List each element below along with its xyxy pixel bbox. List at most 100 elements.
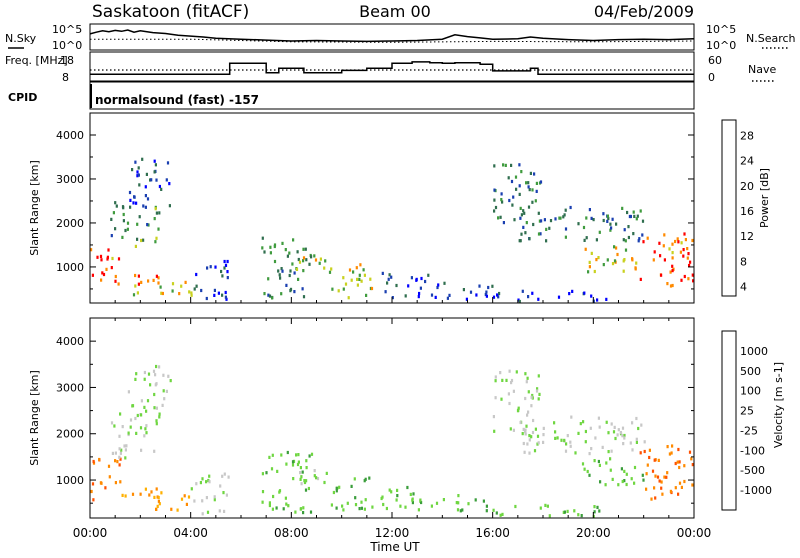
power-echo-cell (487, 285, 490, 290)
power-echo-cell (529, 171, 532, 175)
velocity-echo-cell (641, 473, 644, 477)
velocity-echo-cell (640, 423, 643, 427)
power-echo-cell (571, 289, 574, 293)
velocity-echo-cell (560, 438, 563, 442)
power-echo-cell (663, 233, 666, 237)
power-echo-cell (355, 266, 358, 270)
velocity-echo-cell (661, 492, 664, 496)
power-echo-cell (129, 205, 132, 209)
velocity-echo-cell (467, 502, 470, 506)
velocity-echo-cell (301, 470, 304, 474)
power-echo-cell (129, 198, 132, 202)
power-echo-cell (280, 267, 283, 271)
power-echo-cell (330, 267, 333, 271)
velocity-echo-cell (442, 498, 445, 502)
power-panel-frame (89, 112, 695, 304)
power-echo-cell (545, 227, 548, 231)
power-echo-cell (134, 160, 137, 164)
power-echo-cell (269, 245, 272, 249)
power-echo-cell (496, 293, 499, 297)
velocity-echo-cell (170, 507, 173, 511)
velocity-echo-cell (653, 458, 656, 462)
power-echo-cell (639, 209, 642, 213)
power-echo-cell (140, 238, 143, 243)
power-echo-cell (206, 266, 209, 270)
power-echo-cell (626, 210, 629, 215)
velocity-echo-cell (500, 397, 503, 401)
velocity-echo-cell (616, 433, 619, 437)
power-echo-cell (90, 248, 93, 252)
velocity-echo-cell (593, 505, 596, 509)
velocity-echo-cell (108, 475, 111, 479)
power-echo-cell (420, 276, 423, 281)
power-echo-cell (136, 222, 139, 226)
velocity-echo-cell (92, 498, 95, 502)
power-echo-cell (224, 290, 227, 295)
power-echo-cell (193, 287, 196, 291)
velocity-echo-cell (419, 498, 422, 502)
velocity-echo-cell (635, 437, 638, 441)
velocity-echo-cell (517, 406, 520, 410)
velocity-echo-cell (499, 513, 502, 517)
velocity-echo-cell (208, 474, 211, 478)
power-echo-cell (107, 248, 110, 252)
velocity-echo-cell (524, 432, 527, 436)
velocity-echo-cell (528, 438, 531, 442)
velocity-echo-cell (218, 509, 221, 513)
velocity-echo-cell (335, 489, 338, 493)
power-echo-cell (686, 256, 689, 260)
power-echo-cell (610, 226, 613, 230)
velocity-echo-cell (577, 513, 580, 517)
power-echo-cell (641, 233, 644, 237)
velocity-echo-cell (219, 484, 222, 488)
velocity-echo-cell (612, 430, 616, 434)
power-echo-cell (150, 178, 153, 182)
power-echo-cell (195, 272, 198, 277)
velocity-echo-cell (537, 374, 540, 378)
velocity-echo-cell (280, 453, 283, 457)
velocity-echo-cell (261, 472, 264, 476)
velocity-colorbar-tick: -100 (740, 444, 765, 457)
power-echo-cell (288, 251, 291, 255)
velocity-echo-cell (354, 496, 357, 500)
power-echo-cell (146, 223, 149, 227)
velocity-echo-cell (162, 373, 165, 377)
power-echo-cell (682, 254, 685, 258)
velocity-echo-cell (613, 425, 616, 429)
velocity-echo-cell (620, 467, 623, 471)
velocity-echo-cell (127, 431, 130, 435)
freq-left-label: Freq. [MHz] (5, 54, 68, 67)
power-echo-cell (142, 238, 145, 242)
velocity-echo-cell (485, 509, 488, 513)
velocity-echo-cell (611, 477, 614, 481)
velocity-echo-cell (617, 483, 620, 487)
velocity-echo-cell (597, 416, 600, 420)
velocity-echo-cell (354, 503, 358, 507)
power-echo-cell (597, 256, 600, 260)
noise-left-label: N.Sky (5, 32, 37, 45)
velocity-echo-cell (509, 427, 512, 431)
power-echo-cell (285, 283, 288, 287)
velocity-echo-cell (155, 364, 158, 369)
power-echo-cell (358, 277, 361, 281)
velocity-echo-cell (594, 436, 597, 440)
velocity-echo-cell (564, 449, 568, 453)
power-echo-cell (352, 270, 355, 274)
velocity-echo-cell (385, 506, 388, 511)
velocity-echo-cell (501, 378, 504, 382)
power-echo-cell (155, 178, 158, 182)
power-echo-cell (145, 172, 148, 176)
power-echo-cell (485, 294, 488, 298)
power-echo-cell (680, 278, 683, 282)
velocity-echo-cell (285, 462, 288, 466)
power-echo-cell (475, 293, 478, 297)
velocity-echo-cell (650, 497, 653, 501)
velocity-echo-cell (605, 420, 608, 424)
power-echo-cell (493, 164, 496, 168)
velocity-echo-cell (399, 504, 402, 508)
velocity-echo-cell (536, 387, 539, 391)
power-echo-cell (404, 294, 407, 298)
power-echo-cell (225, 297, 228, 301)
velocity-echo-cell (169, 379, 172, 383)
